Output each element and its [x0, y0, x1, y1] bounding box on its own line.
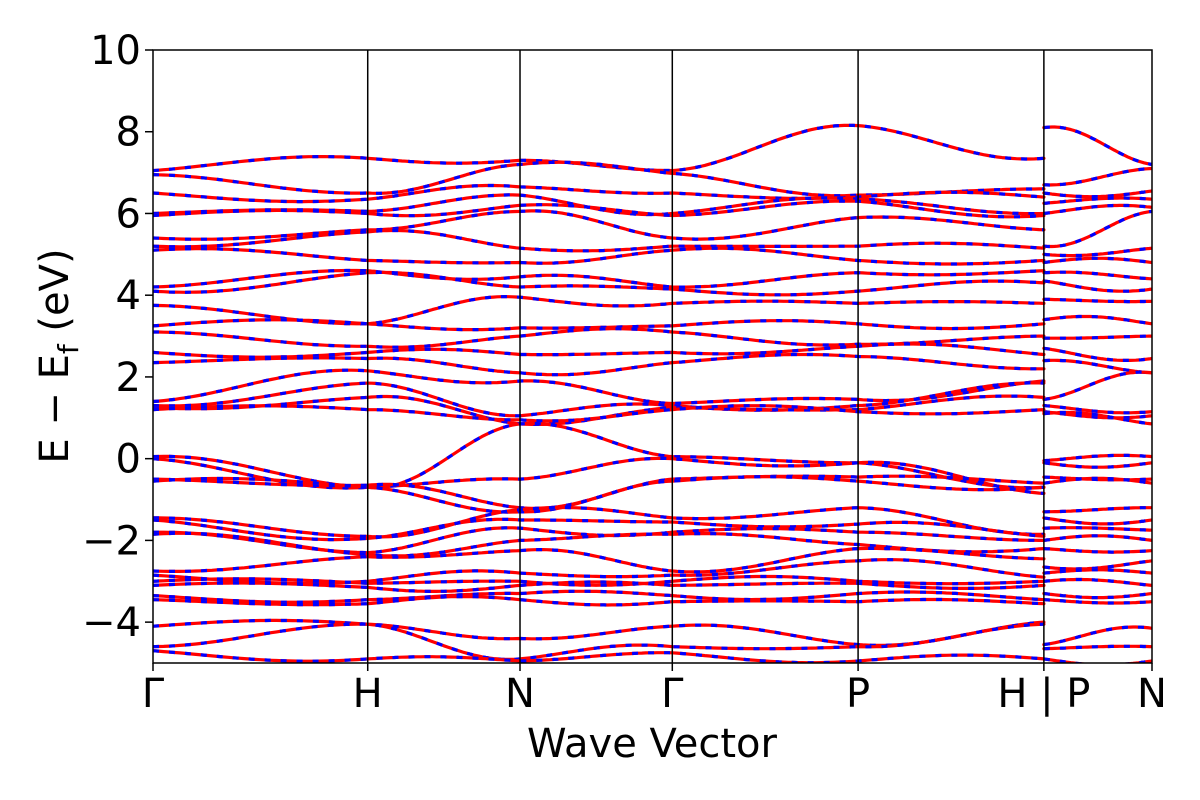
band-line-interpolated	[153, 246, 1044, 266]
band-line-interpolated	[153, 318, 1045, 332]
plot-frame	[152, 49, 1153, 664]
y-axis-label-sub: f	[52, 343, 85, 354]
band-line-interpolated	[153, 517, 1045, 542]
band-line-interpolated	[153, 199, 1045, 219]
y-tick-label: −2	[82, 518, 141, 564]
band-line-interpolated	[153, 268, 1044, 289]
x-axis-label: Wave Vector	[527, 721, 778, 767]
y-tick-label: 8	[116, 110, 141, 156]
band-line-interpolated	[153, 622, 1044, 661]
band-line-dft	[153, 268, 1046, 289]
band-line-interpolated	[1043, 476, 1152, 485]
band-line-interpolated	[1043, 297, 1152, 304]
band-line-interpolated	[153, 209, 1044, 241]
x-tick-label: N	[505, 671, 535, 717]
band-line-interpolated	[1043, 314, 1152, 326]
band-line-interpolated	[1043, 534, 1152, 542]
band-line-interpolated	[1043, 547, 1152, 554]
band-line-interpolated	[1043, 270, 1152, 281]
kpoint-divider-lines	[366, 50, 1045, 663]
band-line-interpolated	[1043, 625, 1152, 647]
band-line-interpolated	[153, 342, 1045, 359]
band-line-interpolated	[1043, 644, 1152, 651]
band-line-dft	[153, 649, 1046, 663]
band-line-interpolated	[1043, 506, 1152, 514]
band-line-interpolated	[1043, 516, 1152, 526]
band-line-interpolated	[1043, 125, 1152, 166]
band-line-interpolated	[1043, 475, 1152, 482]
y-tick-label: 2	[116, 355, 141, 401]
x-tick-label: H	[353, 671, 383, 717]
band-line-interpolated	[1043, 209, 1152, 249]
band-line-interpolated	[153, 368, 1045, 406]
band-line-interpolated	[1043, 358, 1152, 375]
band-line-interpolated	[153, 394, 1045, 426]
band-line-interpolated	[153, 381, 1044, 418]
y-tick-label: 6	[116, 191, 141, 237]
band-line-interpolated	[153, 456, 1045, 495]
y-axis-label-main: E − E	[32, 354, 78, 464]
band-line-dft	[153, 404, 1046, 423]
band-line-interpolated	[1043, 189, 1152, 199]
x-tick-label: N	[1137, 671, 1167, 717]
y-tick-label: 10	[90, 28, 141, 74]
band-line-interpolated	[1043, 334, 1152, 340]
band-line-interpolated	[153, 228, 1045, 253]
band-line-interpolated	[153, 270, 1045, 297]
band-line-interpolated	[1043, 453, 1152, 463]
band-line-interpolated	[1043, 657, 1152, 663]
band-line-interpolated	[153, 589, 1045, 604]
band-line-interpolated	[1043, 370, 1152, 401]
y-tick-label: 4	[116, 273, 141, 319]
band-line-interpolated	[153, 183, 1045, 204]
x-tick-label: Γ	[661, 671, 684, 717]
band-line-interpolated	[1043, 256, 1152, 265]
band-line-interpolated	[153, 595, 1044, 607]
band-line-interpolated	[153, 421, 1044, 490]
band-line-dft	[1042, 166, 1152, 187]
y-axis-label-unit: (eV)	[32, 248, 78, 344]
band-line-interpolated	[153, 546, 1044, 574]
y-axis-label: E − Ef (eV)	[32, 248, 85, 463]
band-line-interpolated	[153, 505, 1044, 539]
x-tick-label: P	[846, 671, 870, 717]
band-line-interpolated	[153, 160, 1044, 198]
band-line-interpolated	[1043, 279, 1152, 293]
band-line-interpolated	[1043, 461, 1152, 469]
band-line-dft	[153, 618, 1046, 647]
band-line-interpolated	[1043, 166, 1152, 187]
x-axis-ticks: Γ H N Γ P H | P N	[142, 663, 1167, 717]
y-tick-label: 0	[116, 437, 141, 483]
band-line-interpolated	[1043, 526, 1152, 532]
band-line-interpolated	[1043, 559, 1152, 571]
band-line-interpolated	[153, 352, 1044, 377]
band-line-dft	[1042, 209, 1152, 249]
band-line-interpolated	[1043, 246, 1152, 258]
band-line-interpolated	[1043, 577, 1152, 587]
band-line-interpolated	[1043, 346, 1152, 362]
band-line-interpolated	[153, 404, 1045, 423]
band-line-interpolated	[1043, 598, 1152, 605]
band-line-dft	[153, 622, 1046, 661]
x-tick-label: H | P	[997, 671, 1090, 717]
x-tick-label: Γ	[142, 671, 165, 717]
band-line-interpolated	[153, 475, 1045, 514]
band-line-interpolated	[1043, 403, 1152, 415]
bands-layer	[153, 123, 1152, 663]
band-line-interpolated	[153, 580, 1045, 593]
band-line-interpolated	[1043, 203, 1152, 216]
y-axis-ticks: −4 −2 0 2 4 6 8 10	[82, 28, 153, 646]
band-line-interpolated	[1043, 196, 1152, 205]
band-line-interpolated	[1043, 568, 1152, 575]
band-line-dft	[153, 421, 1046, 490]
band-line-interpolated	[1043, 410, 1152, 426]
band-line-interpolated	[153, 123, 1045, 173]
band-line-interpolated	[1043, 591, 1152, 600]
band-line-interpolated	[153, 649, 1045, 663]
y-tick-label: −4	[82, 600, 141, 646]
band-line-dft	[153, 381, 1046, 418]
band-line-interpolated	[153, 574, 1044, 587]
